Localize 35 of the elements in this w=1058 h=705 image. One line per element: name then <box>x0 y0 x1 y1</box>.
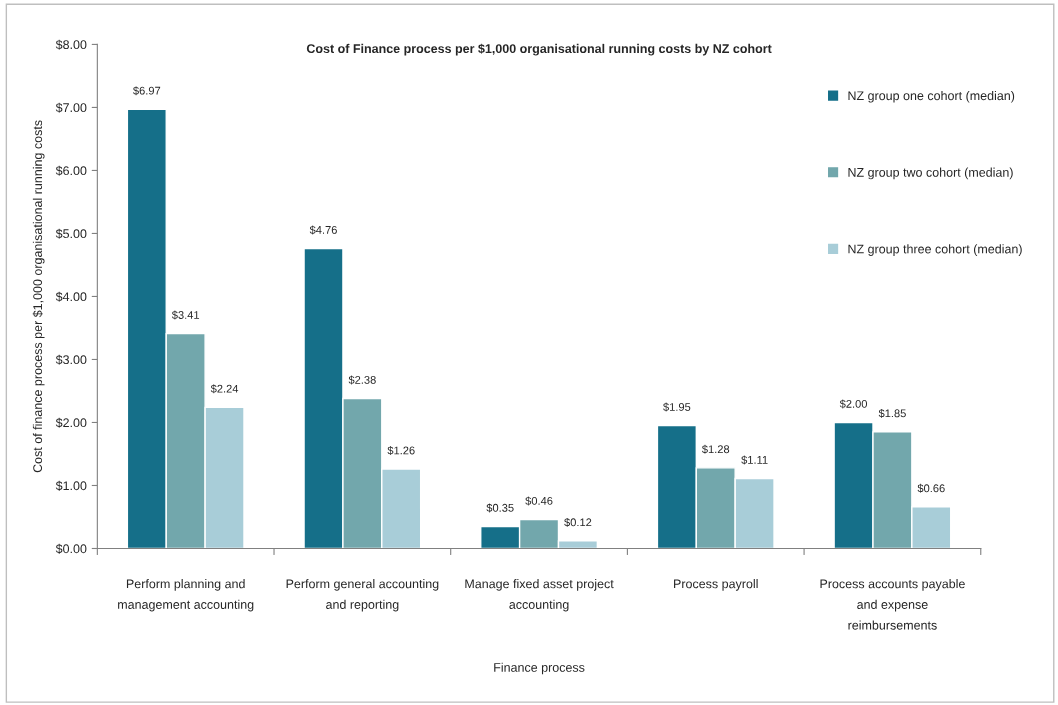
data-label: $0.35 <box>486 503 514 513</box>
legend-label: NZ group one cohort (median) <box>848 90 1015 103</box>
legend-label: NZ group three cohort (median) <box>848 244 1022 256</box>
data-label: $1.11 <box>741 455 768 465</box>
legend-label: NZ group two cohort (median) <box>848 167 1013 180</box>
x-tick-label: Perform planning and management accounting <box>118 579 254 612</box>
y-tick-label: $7.00 <box>55 102 87 113</box>
data-label: $1.28 <box>701 444 730 454</box>
y-tick-label: $3.00 <box>55 354 87 365</box>
y-tick-label: $6.00 <box>55 165 87 176</box>
x-tick-label: Process accounts payable and expense reimbursements <box>820 579 965 630</box>
data-label: $2.38 <box>348 375 376 385</box>
data-label: $1.26 <box>387 446 415 456</box>
data-label: $0.66 <box>917 483 945 493</box>
chart-title: Cost of Finance process per $1,000 organisational running costs by NZ cohort <box>306 43 772 56</box>
data-label: $0.46 <box>525 496 553 506</box>
x-tick-label: Process payroll <box>674 579 758 591</box>
x-axis-title: Finance process <box>494 662 585 675</box>
data-label: $6.97 <box>133 86 161 96</box>
y-tick-label: $8.00 <box>55 39 87 50</box>
data-label: $4.76 <box>309 225 337 235</box>
data-label: $2.24 <box>210 384 239 394</box>
y-tick-label: $5.00 <box>55 228 87 239</box>
y-tick-label: $4.00 <box>55 291 87 302</box>
data-label: $3.41 <box>171 310 200 320</box>
data-label: $1.85 <box>878 408 906 418</box>
y-axis-title: Cost of finance process per $1,000 organisational running costs <box>32 120 45 473</box>
y-tick-label: $2.00 <box>55 417 87 428</box>
x-tick-label: Manage fixed asset project accounting <box>465 579 614 612</box>
x-tick-label: Perform general accounting and reporting <box>286 579 439 612</box>
data-label: $1.95 <box>663 402 691 412</box>
y-tick-label: $0.00 <box>55 543 87 554</box>
y-tick-label: $1.00 <box>55 480 87 491</box>
data-label: $0.12 <box>564 517 592 527</box>
data-label: $2.00 <box>839 399 868 409</box>
